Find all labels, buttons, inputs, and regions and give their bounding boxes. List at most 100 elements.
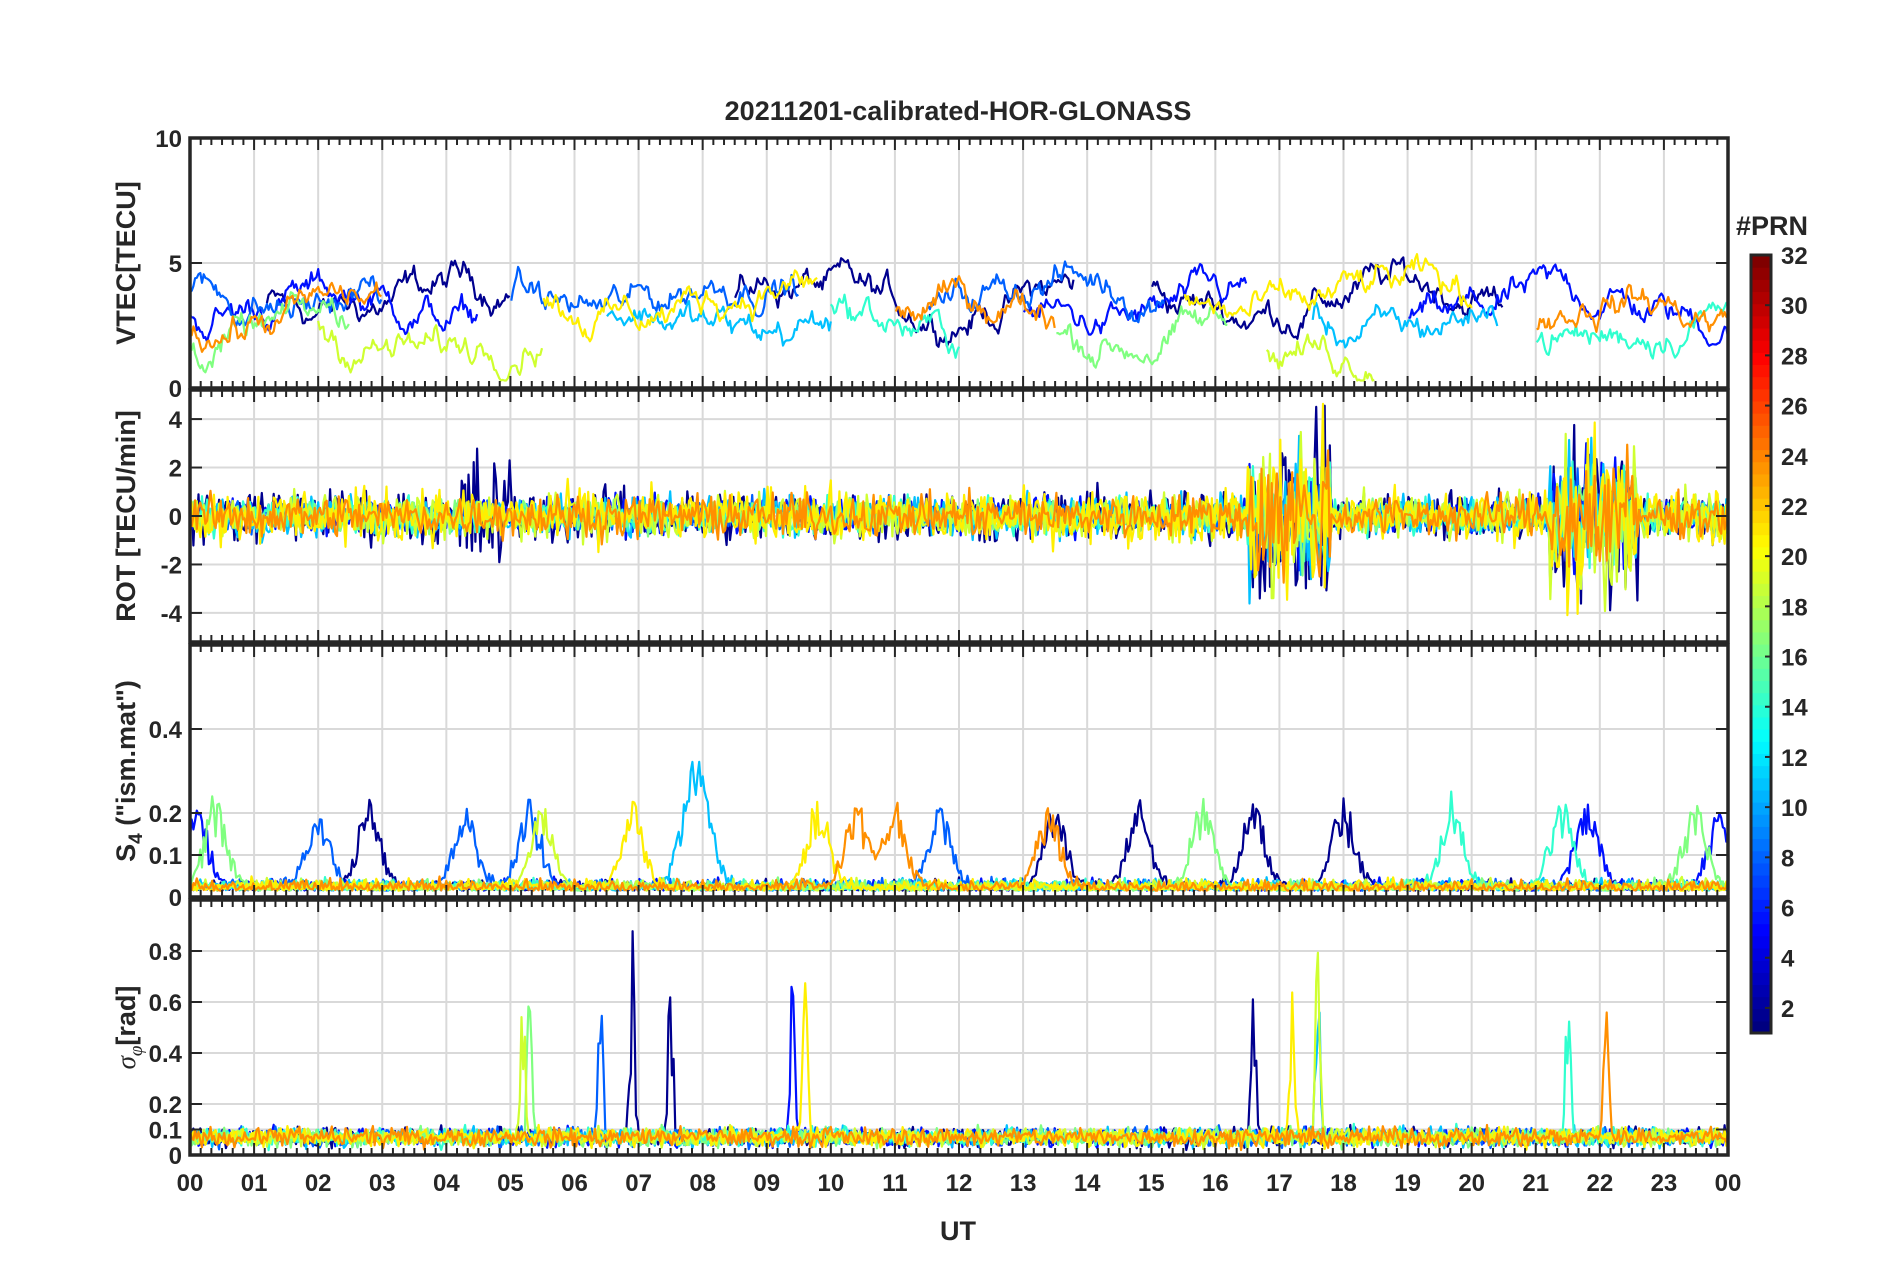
- x-tick-label: 20: [1458, 1170, 1485, 1197]
- colorbar-cell: [1751, 838, 1771, 852]
- colorbar-cell: [1751, 534, 1771, 548]
- colorbar-cell: [1751, 826, 1771, 840]
- x-tick-label: 19: [1394, 1170, 1421, 1197]
- colorbar-cell: [1751, 862, 1771, 876]
- colorbar-cell: [1751, 850, 1771, 864]
- colorbar-tick-label: 30: [1781, 293, 1808, 320]
- colorbar-cell: [1751, 558, 1771, 572]
- x-tick-label: 04: [433, 1170, 460, 1197]
- x-tick-label: 05: [497, 1170, 524, 1197]
- colorbar-cell: [1751, 753, 1771, 767]
- colorbar-cell: [1751, 291, 1771, 305]
- colorbar-cell: [1751, 644, 1771, 657]
- grid-s4: [190, 645, 1728, 897]
- y-tick-label: -2: [161, 552, 182, 579]
- colorbar-tick-label: 20: [1781, 544, 1808, 571]
- y-axis-label-sigma: σφ[rad]: [111, 986, 147, 1070]
- colorbar-cell: [1751, 303, 1771, 317]
- colorbar-tick-label: 32: [1781, 243, 1808, 270]
- colorbar-cell: [1751, 692, 1771, 706]
- colorbar-cell: [1751, 583, 1771, 596]
- colorbar-tick-label: 6: [1781, 896, 1794, 923]
- colorbar-cell: [1751, 899, 1771, 913]
- colorbar-title: #PRN: [1736, 211, 1808, 241]
- colorbar-cell: [1751, 279, 1771, 293]
- x-tick-label: 03: [369, 1170, 396, 1197]
- x-tick-label: 00: [1715, 1170, 1742, 1197]
- y-tick-label: 0.4: [149, 717, 183, 744]
- y-axis-label-s4-main: S: [111, 844, 141, 862]
- colorbar-cell: [1751, 741, 1771, 755]
- x-tick-label: 01: [241, 1170, 268, 1197]
- axes-sigma: [188, 898, 1730, 1157]
- colorbar-cell: [1751, 777, 1771, 791]
- x-tick-label: 13: [1010, 1170, 1037, 1197]
- series-lines-vtec: [190, 253, 1728, 382]
- colorbar-cell: [1751, 364, 1771, 378]
- colorbar-cell: [1751, 680, 1771, 694]
- y-tick-label: 0: [169, 504, 182, 531]
- panel-s4: 0 0.1 0.2 0.4 S4 ("ism.mat"): [111, 643, 1730, 912]
- y-tick-label: 0.1: [149, 843, 182, 870]
- y-tick-label: 0: [169, 1143, 182, 1170]
- x-tick-label: 14: [1074, 1170, 1101, 1197]
- colorbar-cell: [1751, 595, 1771, 609]
- x-tick-label: 00: [177, 1170, 204, 1197]
- colorbar-tick-label: 12: [1781, 745, 1808, 772]
- y-tick-label: 0.2: [149, 801, 182, 828]
- colorbar-tick-label: 4: [1781, 946, 1795, 973]
- y-tick-label: 5: [169, 251, 182, 278]
- panel-sigma: 00.10.2 0.4 0.6 0.8 σφ[rad]: [111, 898, 1730, 1170]
- panel-rot: -4 -2 0 2 4 ROT [TECU/min]: [111, 388, 1730, 644]
- colorbar-cell: [1751, 425, 1771, 438]
- colorbar-tick-label: 22: [1781, 494, 1808, 521]
- colorbar-cell: [1751, 522, 1771, 536]
- y-tick-label: 4: [169, 407, 183, 434]
- series-line-prn-12: [1311, 301, 1499, 349]
- x-tick-label: 17: [1266, 1170, 1293, 1197]
- x-tick-label: 02: [305, 1170, 332, 1197]
- colorbar-tick-label: 16: [1781, 645, 1808, 672]
- axes-vtec: [188, 136, 1730, 390]
- grid-vtec: [190, 138, 1728, 388]
- colorbar-tick-label: 8: [1781, 845, 1794, 872]
- series-line-prn-17: [1056, 305, 1228, 369]
- y-tick-label: 0: [169, 376, 182, 403]
- panel-vtec: 0 5 10 VTEC[TECU]: [111, 126, 1730, 403]
- colorbar-cell: [1751, 996, 1771, 1010]
- colorbar-tick-label: 28: [1781, 343, 1808, 370]
- colorbar-tick-label: 10: [1781, 795, 1808, 822]
- series-line-prn-12: [606, 300, 832, 347]
- colorbar-cell: [1751, 327, 1771, 341]
- x-tick-label: 21: [1522, 1170, 1549, 1197]
- colorbar-cell: [1751, 388, 1771, 402]
- series-line-prn-19: [1265, 333, 1375, 382]
- x-tick-label: 07: [625, 1170, 652, 1197]
- axes-s4: [188, 643, 1730, 899]
- x-tick-label: 08: [689, 1170, 716, 1197]
- colorbar-cell: [1751, 765, 1771, 779]
- colorbar-cell: [1751, 972, 1771, 985]
- colorbar-cell: [1751, 729, 1771, 742]
- x-axis-label: UT: [940, 1216, 976, 1246]
- y-tick-labels-rot: -4 -2 0 2 4: [161, 407, 183, 628]
- y-tick-label: 0.4: [149, 1041, 183, 1068]
- colorbar-tick-label: 18: [1781, 594, 1808, 621]
- series-line-prn-5: [190, 268, 479, 343]
- y-tick-labels-sigma: 00.10.2 0.4 0.6 0.8: [149, 939, 183, 1170]
- colorbar-cell: [1751, 352, 1771, 366]
- colorbar-cells: [1749, 253, 1773, 1035]
- y-axis-label-sigma-rest: [rad]: [111, 986, 141, 1046]
- colorbar-tick-label: 26: [1781, 394, 1808, 421]
- x-tick-label: 09: [753, 1170, 780, 1197]
- colorbar-cell: [1751, 887, 1771, 900]
- colorbar-cell: [1751, 789, 1771, 803]
- y-tick-label: 0: [169, 885, 182, 912]
- series-lines-rot: [190, 402, 1728, 617]
- y-axis-label-sigma-main: σ: [111, 1054, 141, 1069]
- series-line-prn-23: [1536, 283, 1728, 333]
- y-axis-label-sigma-sub: φ: [126, 1046, 147, 1057]
- series-line-prn-2: [265, 259, 511, 325]
